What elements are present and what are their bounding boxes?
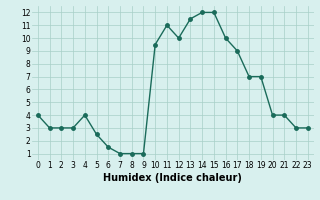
- X-axis label: Humidex (Indice chaleur): Humidex (Indice chaleur): [103, 173, 242, 183]
